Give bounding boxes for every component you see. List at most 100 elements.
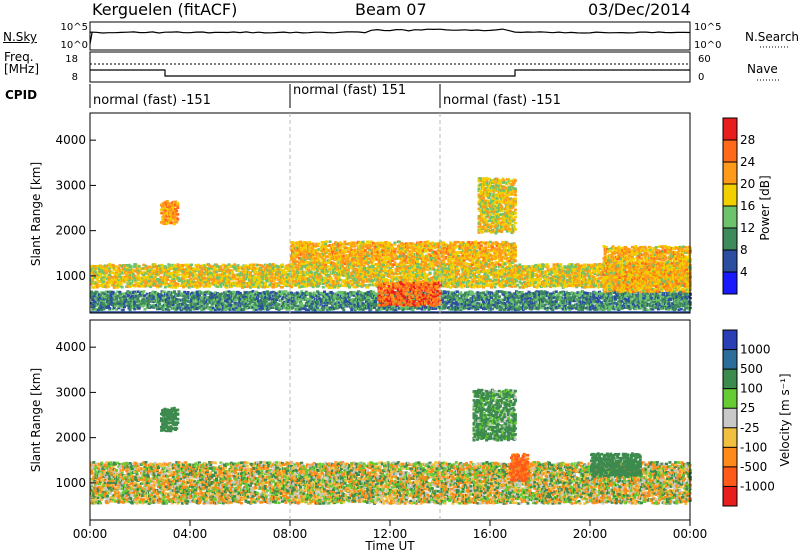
heatmap-cell xyxy=(251,290,255,293)
heatmap-cell xyxy=(250,298,254,302)
heatmap-cell xyxy=(177,290,181,293)
heatmap-cell xyxy=(148,306,151,310)
heatmap-cell xyxy=(220,299,224,303)
heatmap-cell xyxy=(111,307,115,311)
heatmap-cell xyxy=(488,294,492,298)
heatmap-cell xyxy=(298,297,301,301)
heatmap-cell xyxy=(613,291,617,294)
heatmap-cell xyxy=(371,298,375,301)
heatmap-cell xyxy=(154,293,158,297)
heatmap-cell xyxy=(158,302,162,306)
heatmap-cell xyxy=(321,308,325,311)
heatmap-cell xyxy=(203,293,207,296)
heatmap-cell xyxy=(102,297,106,301)
heatmap-cell xyxy=(179,308,183,312)
heatmap-cell xyxy=(95,304,99,307)
heatmap-cell xyxy=(482,291,485,294)
heatmap-cell xyxy=(442,301,446,304)
heatmap-cell xyxy=(183,307,187,311)
heatmap-cell xyxy=(227,294,231,297)
heatmap-cell xyxy=(568,308,572,312)
heatmap-cell xyxy=(317,304,321,308)
heatmap-cell xyxy=(468,300,472,304)
heatmap-cell xyxy=(129,295,133,299)
heatmap-cell xyxy=(286,300,290,304)
heatmap-cell xyxy=(104,290,108,293)
heatmap-cell xyxy=(605,294,609,298)
heatmap-cell xyxy=(142,301,146,305)
heatmap-cell xyxy=(146,296,150,300)
heatmap-cell xyxy=(333,294,337,297)
heatmap-cell xyxy=(211,306,215,310)
heatmap-cell xyxy=(610,304,614,308)
heatmap-cell xyxy=(133,290,137,294)
heatmap-cell xyxy=(528,300,532,303)
heatmap-cell xyxy=(486,304,490,307)
heatmap-cell xyxy=(134,294,138,297)
heatmap-cell xyxy=(508,304,512,308)
heatmap-cell xyxy=(578,291,582,294)
heatmap-cell xyxy=(453,293,457,296)
heatmap-cell xyxy=(534,298,538,302)
heatmap-cell xyxy=(319,308,323,312)
heatmap-cell xyxy=(559,306,563,310)
heatmap-cell xyxy=(475,304,479,308)
heatmap-cell xyxy=(213,291,217,294)
heatmap-cell xyxy=(485,290,489,293)
heatmap-cell xyxy=(202,299,206,302)
nsearch-tick-bottom: 10^0 xyxy=(694,40,721,51)
heatmap-cell xyxy=(277,308,281,312)
heatmap-cell xyxy=(129,265,133,268)
heatmap-cell xyxy=(459,308,463,311)
heatmap-cell xyxy=(186,294,190,298)
heatmap-cell xyxy=(245,293,249,297)
heatmap-cell xyxy=(610,294,614,298)
heatmap-cell xyxy=(490,291,493,294)
heatmap-cell xyxy=(316,301,320,304)
heatmap-cell xyxy=(112,299,116,303)
heatmap-cell xyxy=(237,294,241,297)
heatmap-cell xyxy=(263,299,267,303)
heatmap-cell xyxy=(316,308,320,311)
heatmap-cell xyxy=(373,306,376,309)
heatmap-cell xyxy=(604,296,608,300)
heatmap-cell xyxy=(319,303,323,306)
heatmap-cell xyxy=(582,304,585,307)
heatmap-cell xyxy=(552,294,556,297)
heatmap-cell xyxy=(549,298,553,301)
heatmap-cell xyxy=(394,308,398,312)
heatmap-cell xyxy=(588,308,592,311)
heatmap-cell xyxy=(613,295,617,298)
heatmap-cell xyxy=(174,301,178,305)
heatmap-cell xyxy=(361,302,365,305)
heatmap-cell xyxy=(184,303,188,306)
heatmap-cell xyxy=(312,306,316,310)
heatmap-cell xyxy=(469,296,473,300)
heatmap-cell xyxy=(295,308,299,312)
heatmap-cell xyxy=(443,306,447,310)
heatmap-cell xyxy=(674,307,678,311)
heatmap-cell xyxy=(252,304,256,307)
heatmap-cell xyxy=(557,302,560,306)
heatmap-cell xyxy=(329,296,333,300)
heatmap-cell xyxy=(193,291,197,295)
heatmap-cell xyxy=(586,303,590,307)
heatmap-cell xyxy=(634,307,638,311)
heatmap-cell xyxy=(101,306,105,309)
heatmap-cell xyxy=(236,296,240,300)
freq-label-line1: Freq. xyxy=(4,50,34,64)
heatmap-cell xyxy=(165,298,168,301)
heatmap-cell xyxy=(127,293,131,297)
heatmap-cell xyxy=(357,302,360,306)
heatmap-cell xyxy=(480,296,484,299)
heatmap-cell xyxy=(470,306,474,309)
heatmap-cell xyxy=(566,292,570,295)
heatmap-cell xyxy=(463,297,467,301)
heatmap-cell xyxy=(352,292,356,295)
heatmap-cell xyxy=(371,290,375,294)
heatmap-cell xyxy=(423,308,426,311)
heatmap-cell xyxy=(515,294,518,297)
heatmap-cell xyxy=(200,299,204,303)
heatmap-cell xyxy=(219,285,223,288)
heatmap-cell xyxy=(345,300,349,303)
